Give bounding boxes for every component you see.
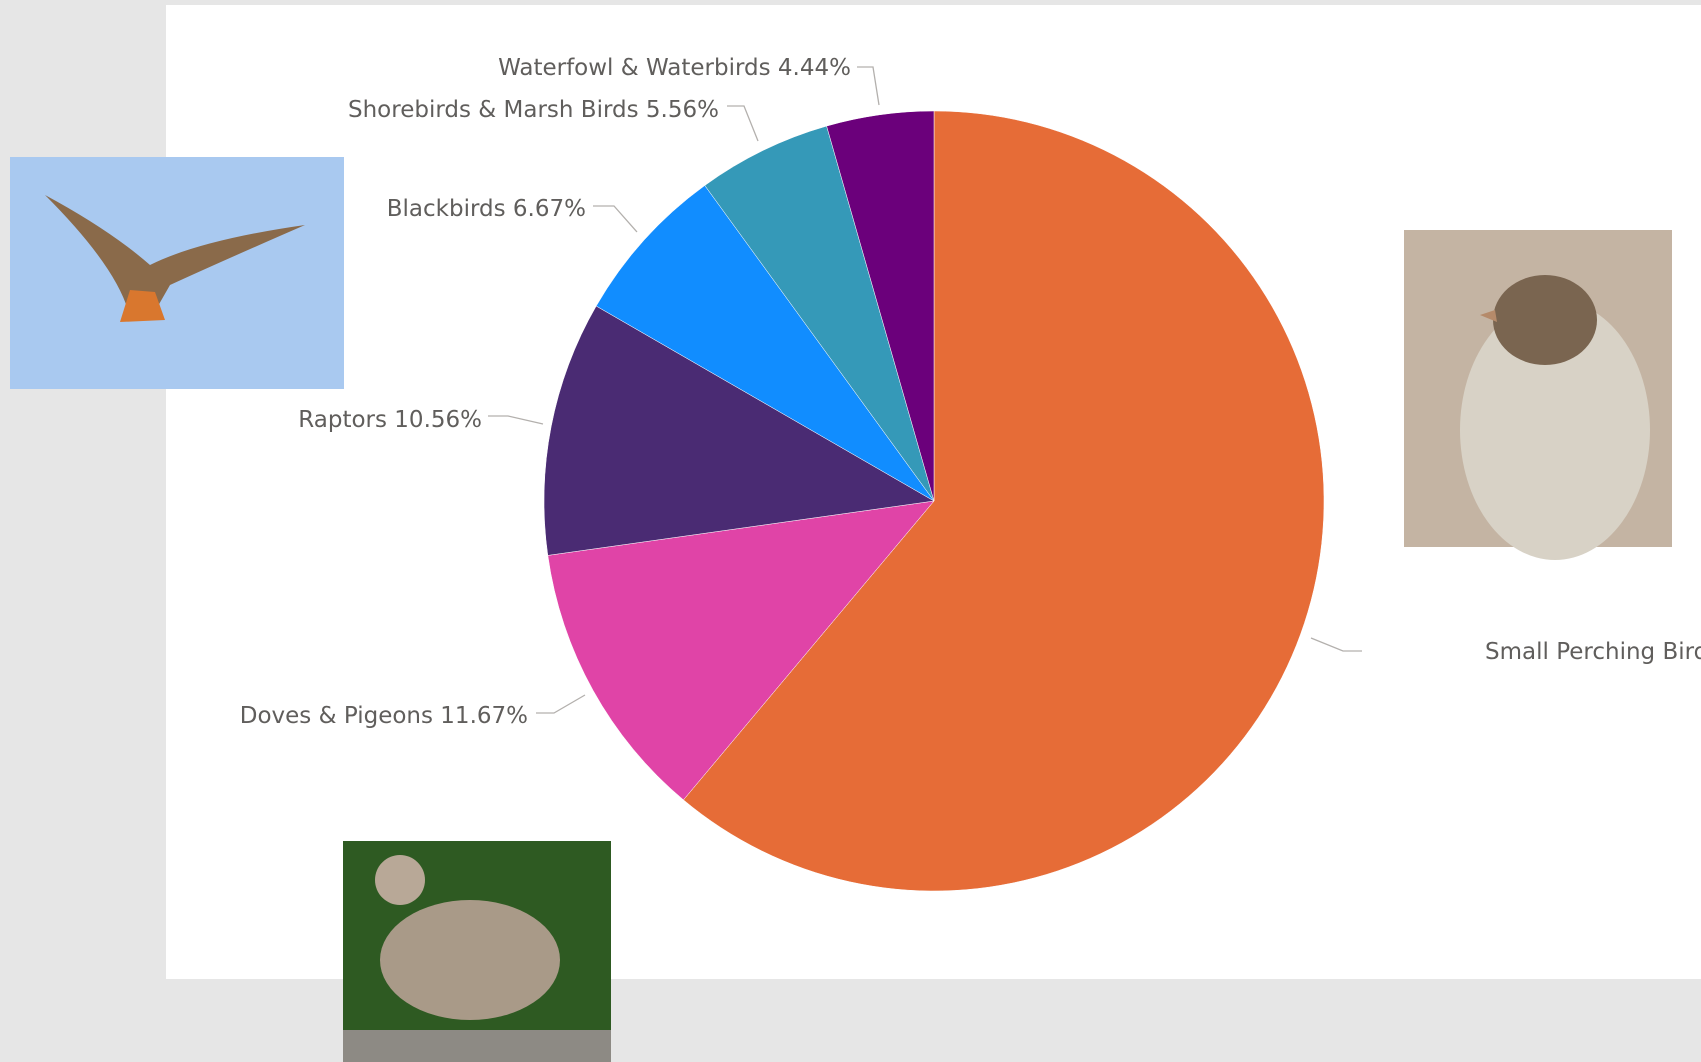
data-label-category: Doves & Pigeons (240, 703, 433, 729)
data-label-value: 10.56% (394, 407, 482, 433)
dove-photo (343, 841, 611, 1062)
data-label-category: Waterfowl & Waterbirds (498, 55, 771, 81)
pie (543, 110, 1325, 892)
data-label: Raptors 10.56% (298, 407, 482, 433)
pie-slice (826, 110, 935, 502)
data-label: Small Perching Birds 61.11% (1485, 639, 1701, 665)
data-label: Doves & Pigeons 11.67% (240, 703, 528, 729)
data-label-category: Shorebirds & Marsh Birds (348, 97, 639, 123)
leader-line (536, 694, 586, 714)
data-label-value: 6.67% (513, 196, 586, 222)
leader-line (857, 66, 880, 106)
pie-slice (543, 305, 935, 556)
data-label-category: Small Perching Birds (1485, 639, 1701, 665)
data-label-value: 11.67% (440, 703, 528, 729)
leader-line (1310, 637, 1362, 652)
leader-line (488, 415, 544, 425)
data-label: Blackbirds 6.67% (387, 196, 586, 222)
pie-slice (595, 185, 935, 502)
pie-slice (704, 125, 935, 502)
pie-slice (683, 110, 1325, 892)
data-label: Waterfowl & Waterbirds 4.44% (498, 55, 851, 81)
data-label-value: 4.44% (778, 55, 851, 81)
data-label-value: 5.56% (646, 97, 719, 123)
leader-line (593, 205, 638, 233)
data-label-category: Raptors (298, 407, 387, 433)
kestrel-photo (10, 157, 344, 389)
sparrow-photo (1404, 230, 1672, 560)
data-label: Shorebirds & Marsh Birds 5.56% (348, 97, 719, 123)
data-label-category: Blackbirds (387, 196, 506, 222)
leader-line (727, 105, 759, 142)
pie-slice (547, 500, 935, 801)
